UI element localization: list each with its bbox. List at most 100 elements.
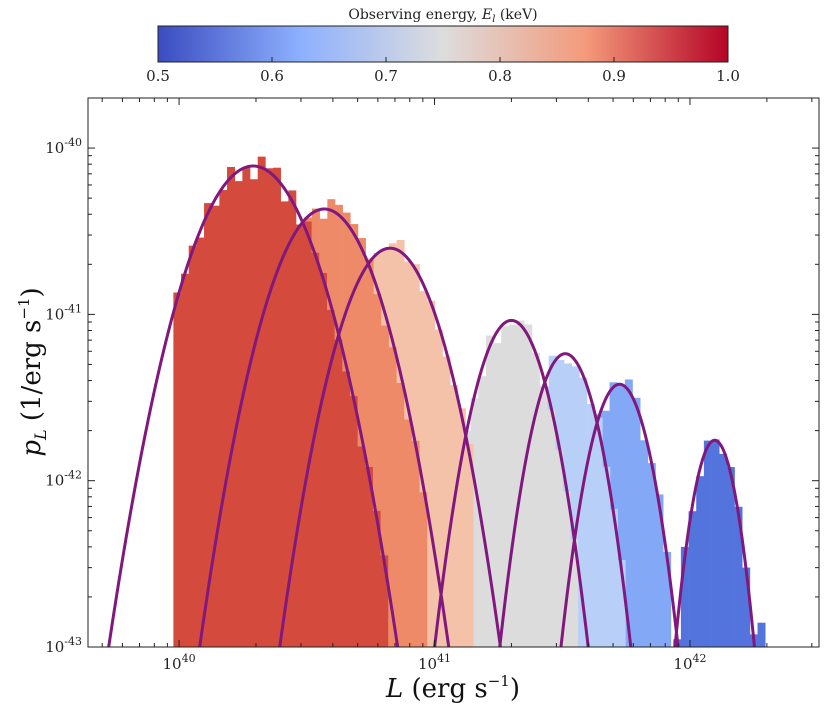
histogram-bar <box>734 506 743 647</box>
histogram-bar <box>688 511 697 647</box>
histogram-bar <box>696 476 705 647</box>
histogram-bar <box>318 273 327 647</box>
histogram-bar <box>632 397 641 647</box>
histogram-series <box>173 156 389 647</box>
histogram-bar <box>442 356 451 647</box>
plot-frame <box>87 97 820 648</box>
colorbar-ticks: 0.5 0.6 0.7 0.8 0.9 1.0 <box>146 57 740 85</box>
histogram-bar <box>508 324 517 647</box>
histogram-bar <box>334 339 343 647</box>
histogram-bar <box>554 449 563 647</box>
colorbar-tick-label: 0.7 <box>374 67 398 85</box>
histogram-bar <box>403 419 412 647</box>
x-tick-label: 1040 <box>163 652 196 673</box>
histogram-bar <box>211 205 220 647</box>
histogram-bar <box>181 273 190 647</box>
colorbar: Observing energy, El (keV) 0.5 0.6 0.7 0.8 0… <box>146 7 740 85</box>
histogram-bar <box>357 446 366 647</box>
x-axis-title: L (erg s−1) <box>385 672 520 704</box>
histogram-bar <box>450 384 459 647</box>
histogram-bar <box>680 546 689 647</box>
histogram-bar <box>265 168 274 647</box>
histogram-bar <box>493 343 502 647</box>
histogram-bar <box>326 309 335 647</box>
histogram-bar <box>711 439 720 647</box>
histogram-bar <box>587 404 596 647</box>
histogram-bar <box>726 467 735 647</box>
histogram-bar <box>501 326 510 647</box>
histogram-bar <box>396 382 405 647</box>
histogram-bar <box>419 492 428 647</box>
histogram-bar <box>273 167 281 647</box>
histogram-bar <box>757 622 766 647</box>
y-tick-label: 10-42 <box>45 469 82 490</box>
colorbar-title-unit: (keV) <box>495 7 537 23</box>
colorbar-tick-label: 0.8 <box>488 67 512 85</box>
histogram-bar <box>427 300 436 647</box>
plot-area <box>107 156 766 647</box>
histogram-bar <box>663 551 672 647</box>
histogram-bar <box>602 466 611 647</box>
fit-curve <box>673 438 756 647</box>
histogram-bar <box>303 221 312 647</box>
histogram-bar <box>364 466 373 647</box>
x-tick-label: 1042 <box>673 652 706 673</box>
histogram-bar <box>470 398 479 647</box>
histogram-bar <box>703 440 712 647</box>
y-tick-label: 10-41 <box>45 302 82 323</box>
colorbar-gradient <box>157 25 729 63</box>
histogram-bar <box>295 224 304 647</box>
histogram-bars <box>173 156 766 647</box>
histogram-bar <box>257 156 266 647</box>
histogram-bar <box>610 509 619 647</box>
colorbar-tick-label: 0.6 <box>260 67 284 85</box>
colorbar-tick-label: 0.5 <box>146 67 170 85</box>
colorbar-title-subscript: l <box>492 14 495 25</box>
histogram-bar <box>547 409 556 647</box>
colorbar-title-text: Observing energy, El (keV) <box>348 7 537 25</box>
histogram-bar <box>250 179 258 647</box>
histogram-bar <box>219 190 228 647</box>
histogram-bar <box>655 494 664 647</box>
histogram-bar <box>579 377 588 647</box>
histogram-bar <box>617 385 626 647</box>
y-tick-label: 10-43 <box>45 635 82 656</box>
histogram-bar <box>373 294 382 647</box>
histogram-bar <box>478 376 487 647</box>
histogram-bar <box>311 252 320 647</box>
histogram-bar <box>388 347 397 647</box>
colorbar-title-symbol: E <box>481 7 492 23</box>
colorbar-tick-label: 1.0 <box>716 67 740 85</box>
histogram-bar <box>173 292 182 647</box>
histogram-bar <box>288 190 297 647</box>
histogram-bar <box>204 203 213 647</box>
histogram-bar <box>640 440 649 647</box>
y-axis-ticks: 10-43 10-42 10-41 10-40 <box>45 97 819 656</box>
histogram-bar <box>341 371 350 647</box>
histogram-bar <box>647 463 656 647</box>
histogram-bar <box>365 259 374 647</box>
colorbar-title: Observing energy, El (keV) <box>348 7 537 25</box>
histogram-bar <box>242 167 251 647</box>
histogram-bar <box>617 560 626 647</box>
fit-curves <box>107 164 756 647</box>
histogram-bar <box>411 440 420 647</box>
fit-curve <box>198 207 451 647</box>
colorbar-tick-label: 0.9 <box>602 67 626 85</box>
histogram-bar <box>372 510 381 647</box>
histogram-bar <box>380 325 389 647</box>
histogram-bar <box>196 237 205 647</box>
fit-curve <box>107 164 400 647</box>
histogram-bar <box>562 491 571 647</box>
histogram-bar <box>380 555 389 647</box>
fit-curve <box>559 382 680 647</box>
x-tick-label: 1041 <box>418 652 451 673</box>
histogram-bar <box>465 443 474 647</box>
histogram-bar <box>531 352 540 647</box>
histogram-bar <box>719 453 728 647</box>
histogram-bar <box>457 408 466 647</box>
histogram-bar <box>349 396 358 647</box>
histogram-bar <box>419 291 428 647</box>
histogram-bar <box>188 245 197 647</box>
